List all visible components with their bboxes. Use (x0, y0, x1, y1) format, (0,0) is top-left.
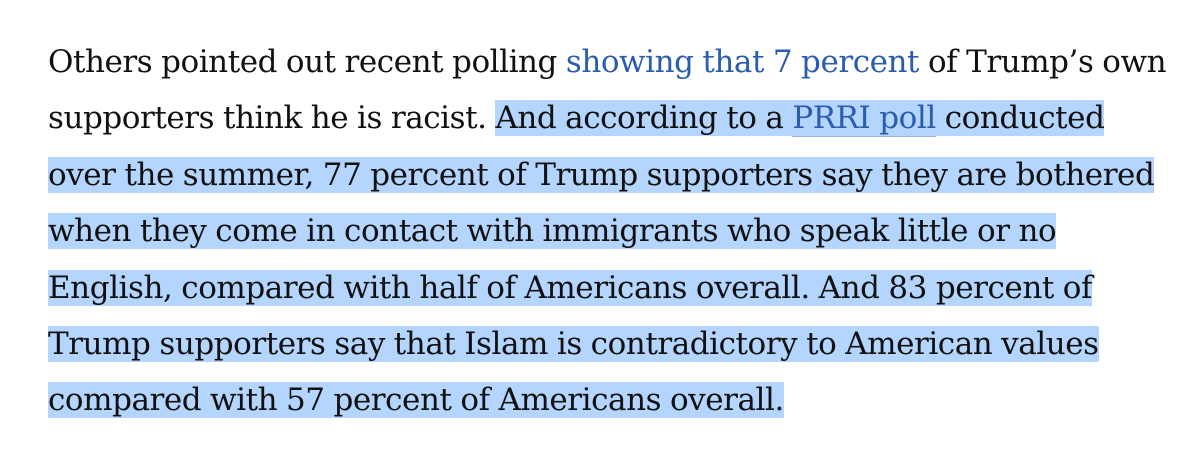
paragraph-lead-text: Others pointed out recent polling (48, 44, 566, 80)
selected-text-rest: conducted over the summer, 77 percent of… (48, 100, 1155, 419)
selected-text-start: And according to a (495, 100, 793, 137)
paragraph-text-after-link: of Trump’s own supporters think he is ra… (48, 44, 1167, 137)
polling-link[interactable]: showing that 7 percent (565, 44, 920, 80)
prri-poll-link[interactable]: PRRI poll (792, 100, 936, 138)
article-paragraph: Others pointed out recent polling showin… (48, 34, 1168, 429)
